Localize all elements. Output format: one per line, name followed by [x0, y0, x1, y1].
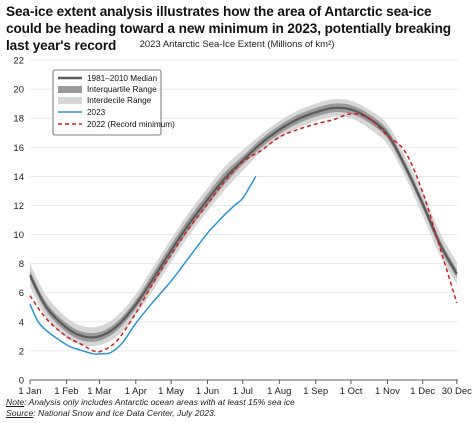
axes: 0 2 4 6 8 10 12 14 16 18 20 22 1 Jan 1 Feb 1 Mar 1 Apr 1… — [13, 56, 472, 398]
x-tick-label: 1 May — [158, 386, 184, 397]
note-text: : Analysis only includes Antarctic ocean… — [24, 397, 295, 407]
y-tick-label: 8 — [19, 259, 24, 270]
x-tick-label: 1 Jul — [233, 386, 253, 397]
x-tick-label: 1 Aug — [267, 386, 291, 397]
x-tick-label: 1 Mar — [87, 386, 111, 397]
x-tick-label: 30 Dec — [442, 386, 472, 397]
band-interdecile — [30, 99, 457, 347]
legend-swatch-iqr — [58, 86, 82, 93]
y-tick-label: 0 — [19, 376, 24, 387]
chart-subtitle: 2023 Antarctic Sea-Ice Extent (Millions … — [139, 39, 335, 50]
legend-label-2023: 2023 — [87, 108, 106, 117]
series-line-median — [29, 106, 458, 339]
source-line: Source: National Snow and Ice Data Cente… — [6, 408, 295, 419]
x-tick-label: 1 Nov — [375, 386, 400, 397]
series-lines — [29, 106, 458, 355]
series-line-2023 — [29, 175, 257, 355]
legend: 1981–2010 Median Interquartile Range Int… — [52, 69, 175, 136]
x-tick-label: 1 Sep — [303, 386, 328, 397]
x-tick-label: 1 Oct — [340, 386, 363, 397]
band-interquartile — [30, 103, 457, 342]
y-tick-label: 18 — [13, 114, 24, 125]
x-tick-label: 1 Jan — [18, 386, 41, 397]
legend-label-median: 1981–2010 Median — [87, 74, 158, 83]
note-label: Note — [6, 397, 25, 407]
y-tick-label: 14 — [13, 172, 24, 183]
y-tick-label: 10 — [13, 230, 24, 241]
legend-swatch-idr — [58, 97, 82, 104]
legend-label-idr: Interdecile Range — [87, 96, 152, 105]
page-title: Sea-ice extent analysis illustrates how … — [6, 4, 452, 53]
x-tick-label: 1 Apr — [125, 386, 147, 397]
y-tick-label: 6 — [19, 288, 24, 299]
note-line: Note: Analysis only includes Antarctic o… — [6, 397, 295, 408]
series-line-2022 — [29, 113, 458, 353]
source-text: : National Snow and Ice Data Center, Jul… — [33, 408, 217, 418]
y-tick-label: 12 — [13, 201, 24, 212]
y-tick-label: 22 — [13, 56, 24, 67]
footnotes: Note: Analysis only includes Antarctic o… — [6, 397, 295, 419]
y-tick-label: 20 — [13, 85, 24, 96]
source-label: Source — [6, 408, 34, 418]
legend-label-2022: 2022 (Record minimum) — [87, 120, 175, 129]
y-tick-label: 16 — [13, 143, 24, 154]
y-tick-label: 4 — [19, 317, 24, 328]
range-bands — [30, 99, 457, 347]
x-tick-label: 1 Feb — [54, 386, 78, 397]
y-tick-label: 2 — [19, 346, 24, 357]
x-tick-label: 1 Jun — [196, 386, 219, 397]
x-tick-label: 1 Dec — [410, 386, 435, 397]
legend-label-iqr: Interquartile Range — [87, 85, 157, 94]
